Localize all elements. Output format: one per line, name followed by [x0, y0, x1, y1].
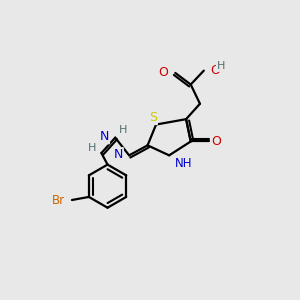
Text: S: S	[149, 111, 157, 124]
Text: NH: NH	[175, 157, 193, 169]
Text: O: O	[210, 64, 220, 77]
Text: O: O	[158, 67, 168, 80]
Text: Br: Br	[52, 194, 65, 206]
Text: H: H	[217, 61, 225, 71]
Text: N: N	[100, 130, 109, 143]
Text: H: H	[88, 143, 96, 153]
Text: O: O	[211, 135, 221, 148]
Text: N: N	[114, 148, 123, 161]
Text: H: H	[119, 125, 128, 135]
